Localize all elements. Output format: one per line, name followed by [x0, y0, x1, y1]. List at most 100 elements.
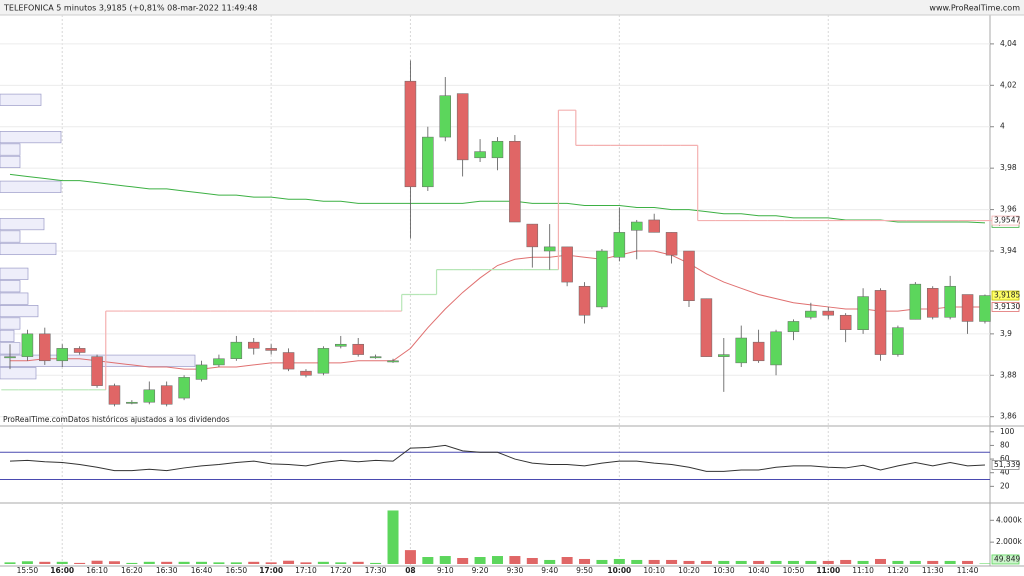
volume-bar [196, 561, 208, 564]
volume-bar [944, 560, 956, 564]
y-tick-label: 3,9 [1000, 329, 1012, 338]
volume-bar [805, 560, 817, 564]
profile-bar [0, 292, 29, 305]
candle-body [213, 358, 225, 366]
x-tick-label: 15:50 [17, 566, 39, 575]
x-tick-label: 16:20 [121, 566, 143, 575]
y-tick-label: 2.000k [996, 537, 1022, 546]
y-tick-label: 3,88 [1000, 370, 1017, 379]
profile-bar [0, 317, 21, 330]
y-tick-label: 20 [1000, 481, 1010, 490]
candle-body [4, 356, 16, 359]
volume-bar [422, 557, 434, 564]
volume-bar [474, 557, 486, 564]
candle-body [282, 352, 295, 370]
x-tick-label: 9:30 [506, 566, 523, 575]
candle-body [752, 341, 765, 362]
volume-bar [317, 561, 329, 564]
profile-bar [0, 242, 57, 256]
volume-bar [178, 561, 190, 564]
volume-bar [787, 560, 799, 564]
candle-body [91, 356, 103, 386]
volume-bar [404, 550, 416, 564]
x-tick-label: 11:10 [852, 566, 874, 575]
candle-body [718, 354, 730, 357]
profile-bar [0, 280, 21, 293]
profile-bar [0, 305, 39, 318]
profile-bar [0, 230, 21, 243]
profile-bar [0, 218, 45, 231]
volume-bar [370, 562, 382, 564]
volume-bar [927, 560, 939, 564]
candle-body [230, 341, 243, 359]
volume-bar [213, 562, 225, 564]
volume-bar [700, 560, 712, 564]
candle-body [648, 219, 660, 233]
volume-bar [108, 561, 120, 564]
x-tick-label: 11:20 [887, 566, 909, 575]
candle-body [770, 331, 782, 366]
volume-bar [300, 562, 312, 564]
candle-body [369, 356, 382, 359]
profile-bar [0, 93, 42, 106]
source: www.ProRealTime.com [929, 4, 1020, 13]
x-tick-label: 9:40 [541, 566, 558, 575]
volume-bar [735, 560, 747, 564]
volume-bar [126, 562, 138, 564]
x-tick-label: 16:10 [86, 566, 108, 575]
y-tick-label: 3,98 [1000, 163, 1017, 172]
candle-body [683, 250, 695, 301]
volume-bar [962, 560, 974, 564]
candle-body [596, 250, 608, 308]
candle-body [839, 314, 852, 330]
candle-body [335, 343, 347, 347]
candle-body [422, 136, 434, 188]
y-tick-label: 3,94 [1000, 246, 1017, 255]
volume-bar [770, 560, 782, 564]
candle-body [543, 246, 556, 252]
volume-bar [21, 561, 33, 564]
caption: ProRealTime.comDatos históricos ajustado… [3, 415, 230, 424]
profile-bar [0, 329, 15, 343]
volume-bar [161, 561, 173, 564]
volume-bar [840, 559, 852, 564]
candle-body [474, 151, 486, 159]
last-value-box [991, 554, 1020, 565]
candle-body [265, 348, 277, 351]
x-tick-label: 9:10 [437, 566, 454, 575]
x-tick-label: 10:20 [678, 566, 700, 575]
candle-body [787, 321, 800, 333]
y-tick-label: 80 [1000, 440, 1010, 449]
last-value-box [991, 215, 1020, 226]
candle-body [613, 232, 626, 258]
candle-body [108, 385, 121, 405]
x-tick-label: 10:10 [643, 566, 665, 575]
y-tick-label: 60 [1000, 454, 1010, 463]
x-tick-label: 16:40 [191, 566, 213, 575]
volume-bar [753, 560, 765, 564]
candle-body [665, 232, 678, 256]
candle-body [195, 364, 208, 380]
volume-bar [561, 557, 573, 564]
volume-bar [56, 561, 68, 564]
volume-bar [74, 562, 86, 564]
candle-body [39, 333, 51, 362]
x-tick-label: 10:00 [607, 566, 631, 575]
volume-bar [439, 556, 451, 564]
x-tick-label: 11:00 [816, 566, 840, 575]
x-tick-label: 17:20 [330, 566, 352, 575]
volume-bar [892, 560, 904, 564]
volume-bar [979, 563, 991, 564]
volume-bar [544, 559, 556, 564]
x-tick-label: 10:50 [783, 566, 805, 575]
volume-bar [4, 562, 16, 564]
header-bar [0, 0, 1024, 15]
x-tick-label: 11:30 [922, 566, 944, 575]
candle-body [439, 95, 451, 138]
candle-body [805, 310, 817, 318]
volume-bar [526, 557, 538, 564]
x-tick-label: 17:00 [259, 566, 283, 575]
volume-bar [666, 559, 678, 564]
last-value-box [991, 290, 1020, 301]
